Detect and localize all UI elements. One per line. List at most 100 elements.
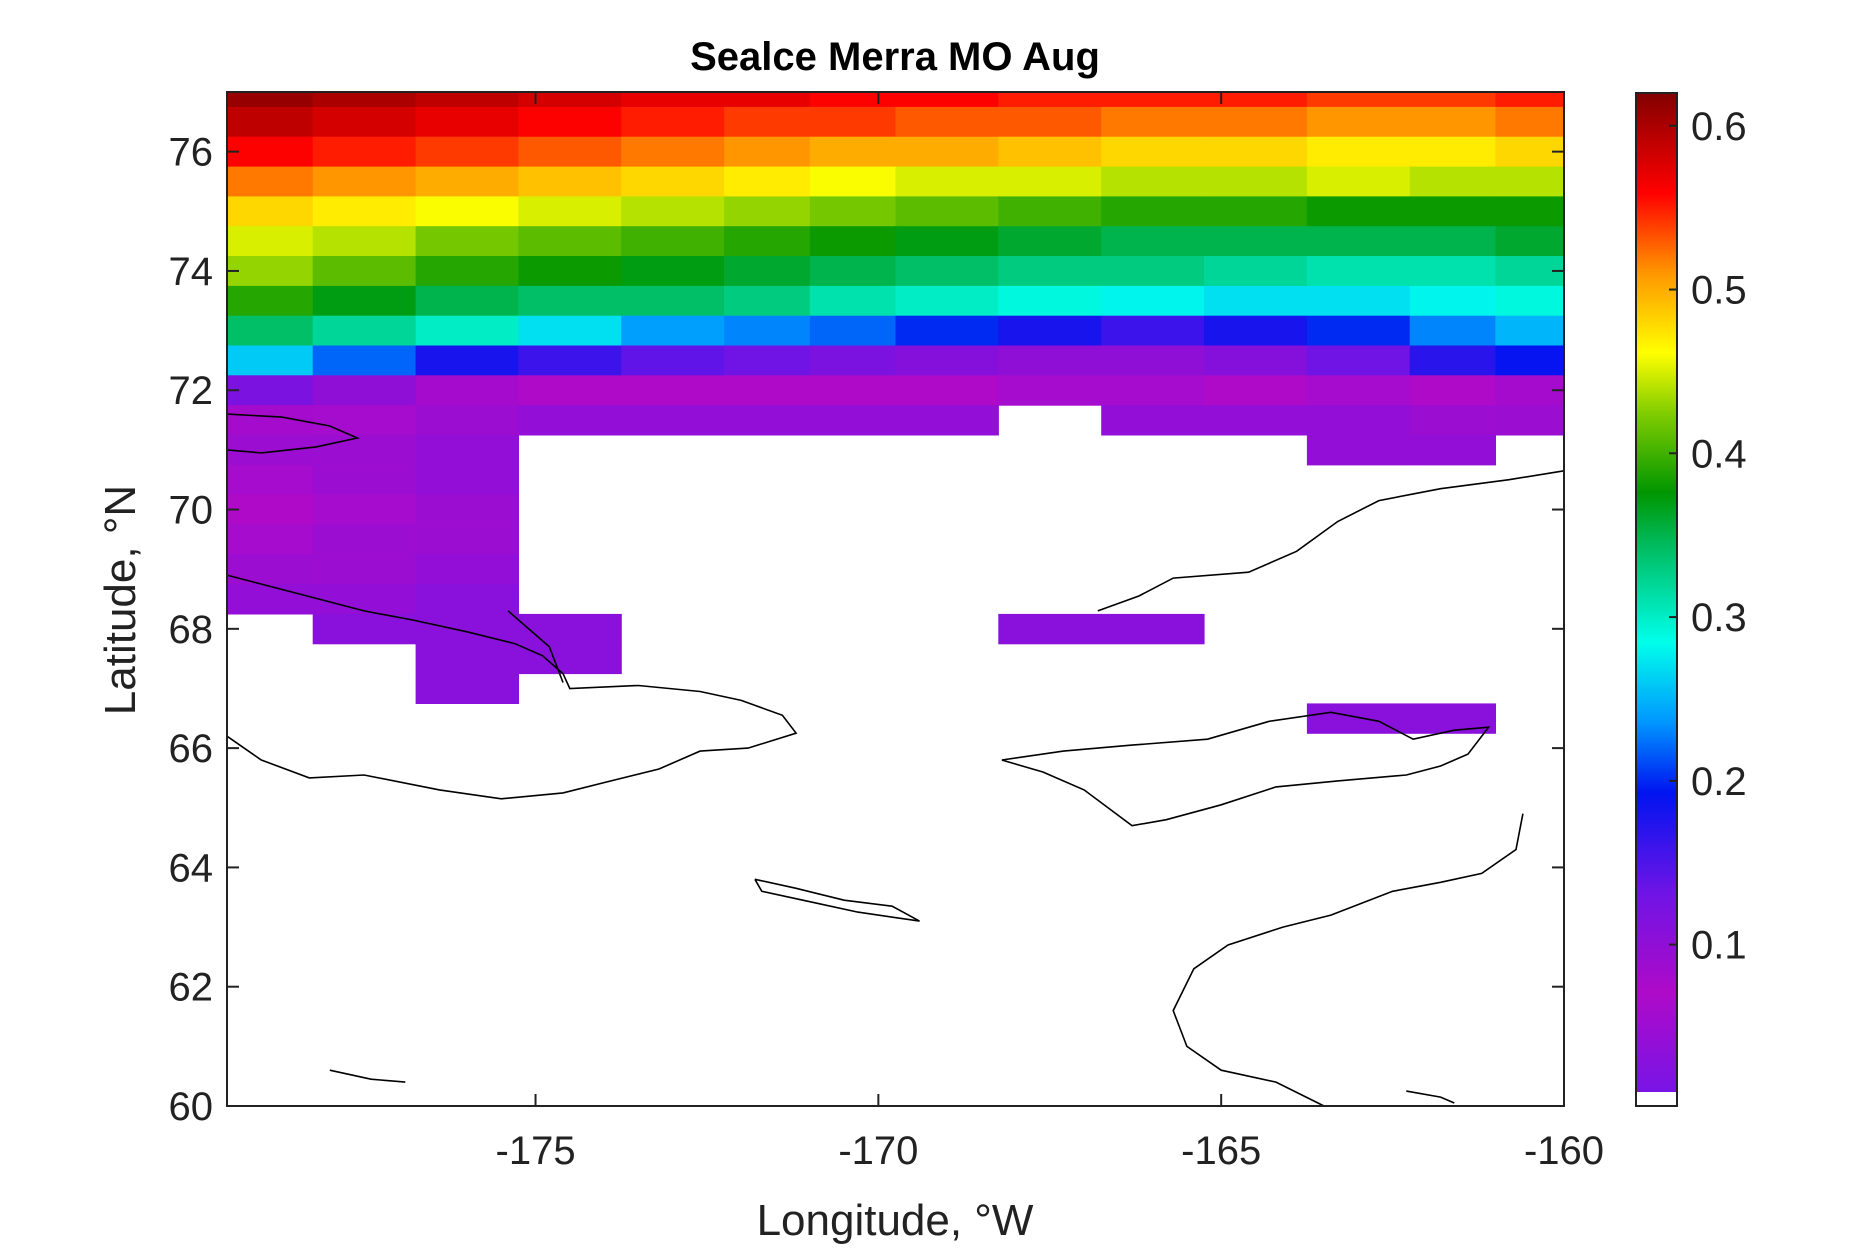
heatmap-cell (227, 464, 314, 496)
heatmap-cell (809, 285, 897, 317)
y-tick-label: 62 (169, 966, 214, 1010)
heatmap-cells (227, 92, 1565, 734)
heatmap-cell (1204, 106, 1308, 138)
heatmap-cell (415, 136, 519, 168)
heatmap-cell (809, 92, 897, 108)
coastline-segment (329, 1069, 406, 1083)
heatmap-cell (1101, 136, 1205, 168)
heatmap-cell (1204, 285, 1308, 317)
heatmap-cell (621, 375, 725, 406)
heatmap-cell (415, 92, 519, 108)
heatmap-cell (1409, 226, 1496, 257)
heatmap-cell (621, 226, 725, 257)
heatmap-cell (1101, 92, 1205, 108)
heatmap-cell (895, 226, 999, 257)
heatmap-cell (415, 256, 519, 287)
heatmap-cell (998, 375, 1102, 406)
heatmap-cell (312, 196, 417, 227)
y-tick-label: 74 (169, 250, 214, 294)
heatmap-cell (415, 315, 519, 347)
heatmap-cell (1409, 703, 1496, 734)
heatmap-cell (415, 464, 519, 496)
heatmap-cell (621, 315, 725, 347)
heatmap-cell (809, 136, 897, 168)
x-axis-label: Longitude, °W (757, 1196, 1034, 1245)
heatmap-cell (518, 345, 622, 376)
heatmap-cell (518, 196, 622, 227)
heatmap-cell (312, 554, 417, 585)
heatmap-cell (1204, 405, 1308, 436)
heatmap-cell (998, 285, 1102, 317)
x-tick-label: -175 (496, 1129, 576, 1173)
heatmap-cell (895, 196, 999, 227)
heatmap-cell (1204, 375, 1308, 406)
heatmap-cell (895, 136, 999, 168)
heatmap-cell (724, 196, 811, 227)
heatmap-cell (1409, 405, 1496, 436)
heatmap-cell (1306, 315, 1411, 347)
heatmap-cell (998, 345, 1102, 376)
heatmap-cell (312, 256, 417, 287)
heatmap-cell (1409, 285, 1496, 317)
heatmap-cell (998, 315, 1102, 347)
heatmap-cell (621, 345, 725, 376)
heatmap-cell (895, 166, 999, 197)
heatmap-cell (312, 435, 417, 466)
x-tick-label: -165 (1181, 1129, 1261, 1173)
heatmap-cell (895, 285, 999, 317)
heatmap-cell (415, 375, 519, 406)
heatmap-cell (312, 226, 417, 257)
heatmap-cell (621, 256, 725, 287)
heatmap-cell (1409, 166, 1496, 197)
heatmap-cell (227, 256, 314, 287)
colorbar (1635, 92, 1678, 1107)
colorbar-ticks: 0.1 0.2 0.3 0.4 0.5 0.6 (1669, 105, 1747, 968)
heatmap-cell (312, 106, 417, 138)
y-tick-label: 68 (169, 608, 214, 652)
heatmap-cell (1204, 196, 1308, 227)
heatmap-cell (1409, 92, 1496, 108)
heatmap-cell (518, 285, 622, 317)
heatmap-cell (809, 375, 897, 406)
heatmap-cell (1495, 345, 1565, 376)
heatmap-cell (998, 106, 1102, 138)
heatmap-cell (518, 226, 622, 257)
heatmap-cell (227, 226, 314, 257)
heatmap-cell (312, 584, 417, 615)
heatmap-cell (1101, 405, 1205, 436)
colorbar-tick-label: 0.2 (1691, 760, 1747, 804)
heatmap-cell (1306, 196, 1411, 227)
heatmap-cell (1306, 106, 1411, 138)
heatmap-cell (1101, 226, 1205, 257)
heatmap-cell (1409, 435, 1496, 466)
heatmap-cell (227, 375, 314, 406)
heatmap-cell (415, 584, 519, 615)
heatmap-cell (518, 136, 622, 168)
heatmap-cell (724, 285, 811, 317)
heatmap-cell (415, 345, 519, 376)
chart-title: Sealce Merra MO Aug (690, 35, 1100, 79)
heatmap-cell (518, 106, 622, 138)
axes-box (226, 91, 1565, 1107)
heatmap-cell (621, 405, 725, 436)
heatmap-cell (724, 256, 811, 287)
heatmap-cell (1306, 136, 1411, 168)
heatmap-cell (724, 92, 811, 108)
heatmap-cell (1409, 136, 1496, 168)
heatmap-cell (1204, 345, 1308, 376)
heatmap-cell (621, 285, 725, 317)
heatmap-cell (724, 226, 811, 257)
heatmap-cell (518, 643, 622, 675)
heatmap-cell (1409, 345, 1496, 376)
heatmap-cell (1204, 315, 1308, 347)
heatmap-cell (1306, 375, 1411, 406)
y-tick-label: 66 (169, 727, 214, 771)
heatmap-cell (227, 524, 314, 555)
heatmap-cell (1101, 166, 1205, 197)
heatmap-cell (724, 345, 811, 376)
heatmap-cell (724, 375, 811, 406)
heatmap-cell (998, 166, 1102, 197)
heatmap-cell (1409, 375, 1496, 406)
coastline (226, 413, 1565, 1107)
